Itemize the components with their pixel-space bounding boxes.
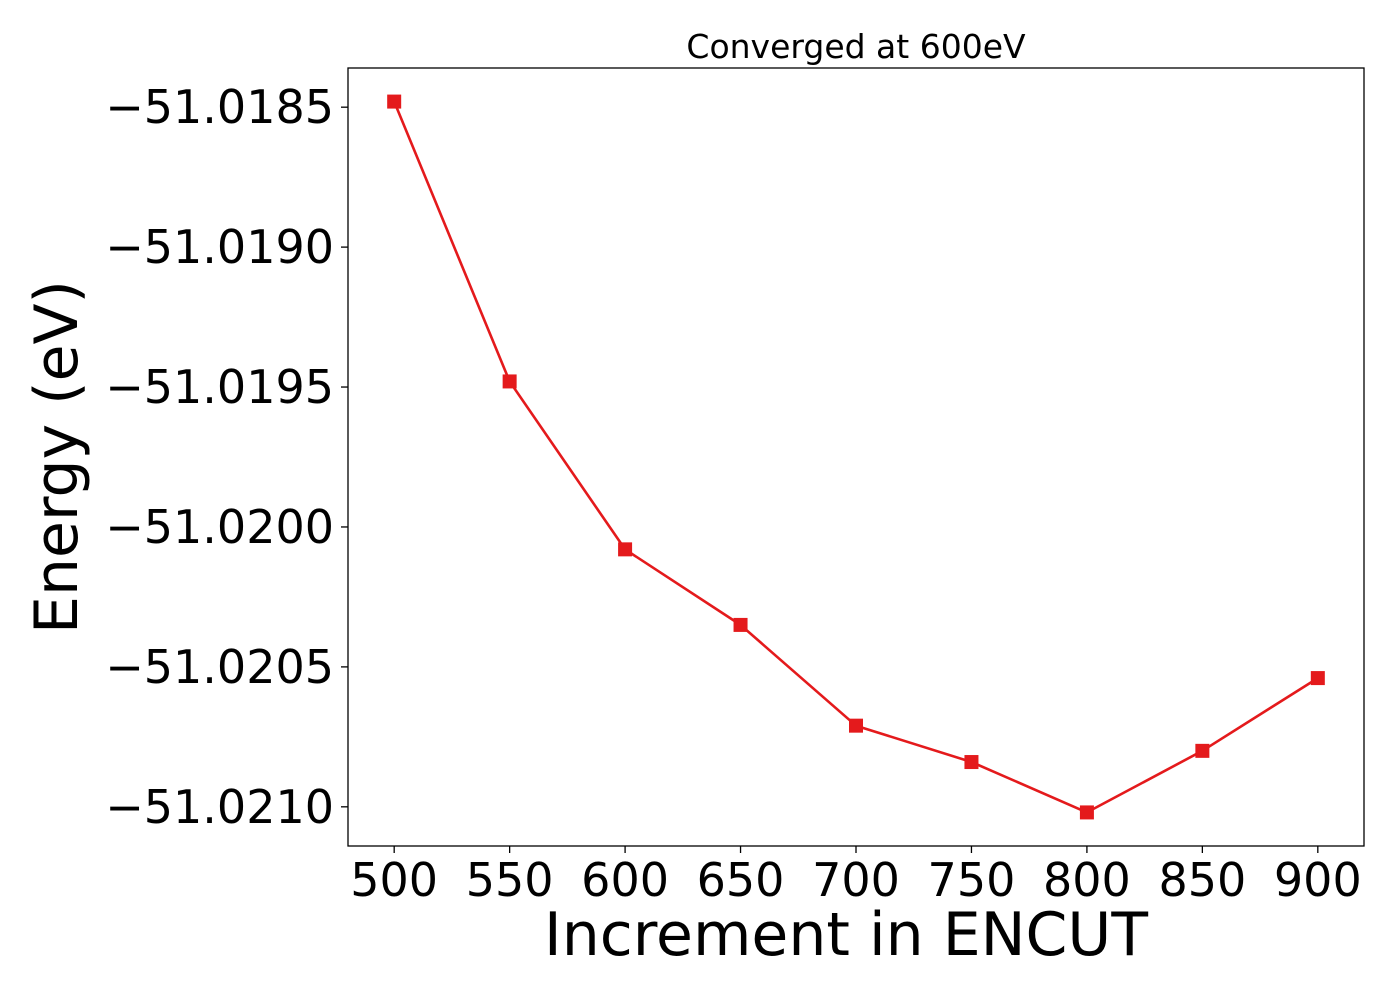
x-tick-label: 800 [1043,853,1131,907]
y-tick-label: −51.0200 [105,500,334,554]
x-tick-label: 600 [581,853,669,907]
data-point-marker [1195,743,1210,758]
data-point-marker [733,617,748,632]
x-tick-label: 850 [1158,853,1246,907]
series-markers [387,94,1325,820]
y-tick-label: −51.0185 [105,80,334,134]
y-axis-label: Energy (eV) [22,280,92,634]
data-point-marker [1079,805,1094,820]
data-point-marker [387,94,402,109]
x-tick-label: 650 [697,853,785,907]
x-ticks: 500 550 600 650 700 750 800 850 900 [350,846,1362,907]
y-tick-label: −51.0190 [105,220,334,274]
y-tick-label: −51.0195 [105,360,334,414]
x-tick-label: 700 [812,853,900,907]
x-tick-label: 500 [350,853,438,907]
chart-title: Converged at 600eV [686,27,1026,66]
plot-area [387,94,1325,820]
axes-frame [347,67,1365,847]
x-tick-label: 550 [466,853,554,907]
x-tick-label: 750 [928,853,1016,907]
data-point-marker [964,755,979,770]
data-point-marker [618,542,633,557]
y-tick-label: −51.0205 [105,640,334,694]
x-tick-label: 900 [1274,853,1362,907]
y-tick-label: −51.0210 [105,780,334,834]
y-ticks: −51.0185 −51.0190 −51.0195 −51.0200 −51.0205… [105,80,348,834]
data-point-marker [502,374,517,389]
data-point-marker [1310,671,1325,686]
data-point-marker [849,718,863,733]
x-axis-label: Increment in ENCUT [544,900,1148,970]
